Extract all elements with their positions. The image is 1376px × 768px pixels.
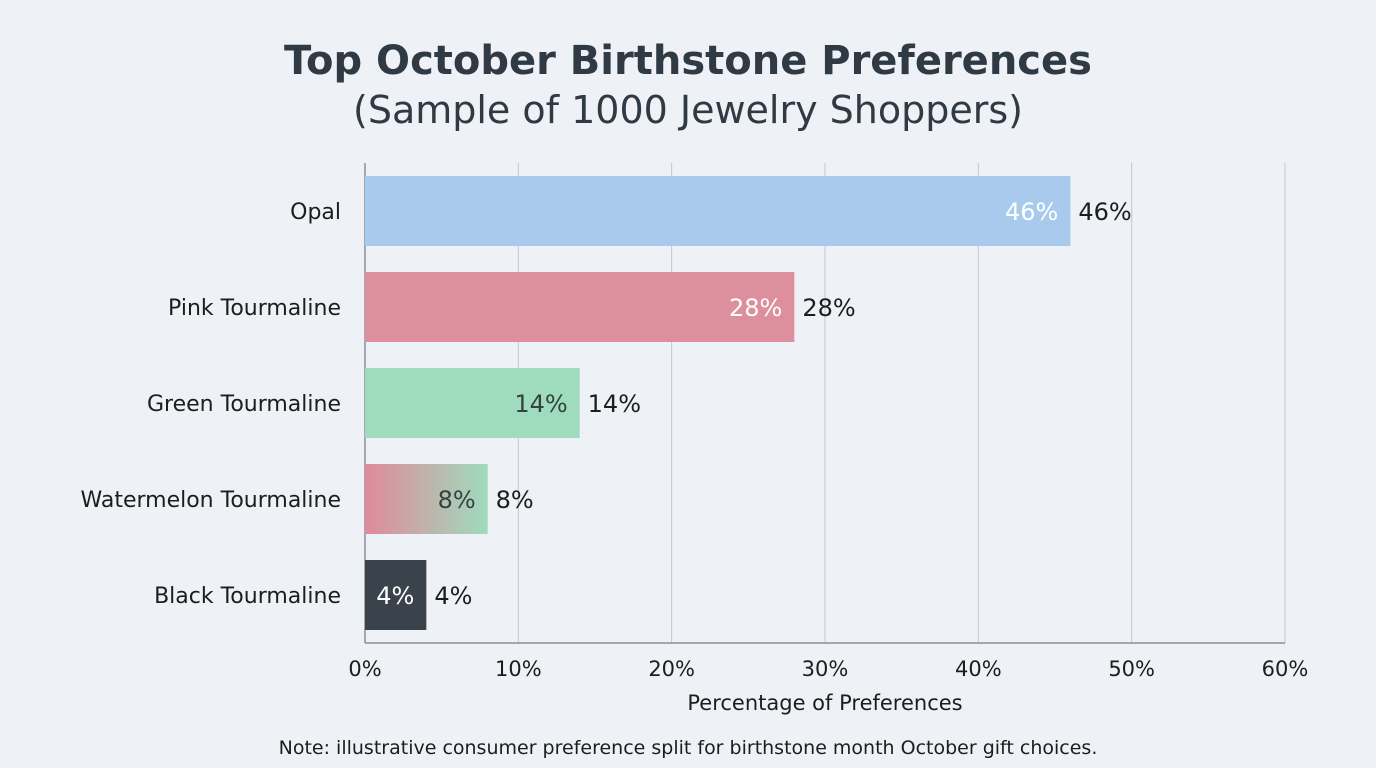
bar-value-label: 14%: [588, 390, 641, 418]
chart-title: Top October Birthstone Preferences: [284, 38, 1092, 84]
chart-subtitle: (Sample of 1000 Jewelry Shoppers): [353, 88, 1023, 132]
x-tick-label: 50%: [1108, 657, 1155, 681]
bar-inner-label: 14%: [514, 390, 567, 418]
bar-inner-label: 4%: [376, 582, 414, 610]
x-tick-label: 40%: [955, 657, 1002, 681]
bar-value-label: 8%: [496, 486, 534, 514]
x-tick-label: 60%: [1262, 657, 1309, 681]
y-category-label: Green Tourmaline: [147, 392, 341, 417]
bar-green-tourmaline: [365, 368, 580, 438]
chart-note: Note: illustrative consumer preference s…: [278, 737, 1098, 759]
x-tick-label: 30%: [802, 657, 849, 681]
x-tick-label: 20%: [648, 657, 695, 681]
bar-watermelon-tourmaline: [365, 464, 488, 534]
bar-value-label: 28%: [802, 294, 855, 322]
y-category-label: Watermelon Tourmaline: [81, 488, 342, 513]
y-category-label: Black Tourmaline: [154, 584, 341, 609]
bar-inner-label: 8%: [438, 486, 476, 514]
bar-inner-label: 46%: [1005, 198, 1058, 226]
x-axis-label: Percentage of Preferences: [687, 691, 962, 715]
y-category-label: Pink Tourmaline: [168, 296, 341, 321]
x-tick-label: 0%: [348, 657, 381, 681]
bar-value-label: 4%: [434, 582, 472, 610]
bar-black-tourmaline: [365, 560, 427, 630]
bar-pink-tourmaline: [365, 272, 795, 342]
x-tick-label: 10%: [495, 657, 542, 681]
bar-inner-label: 28%: [729, 294, 782, 322]
bar-value-label: 46%: [1078, 198, 1131, 226]
y-category-label: Opal: [290, 200, 341, 225]
bar-opal: [365, 176, 1071, 246]
